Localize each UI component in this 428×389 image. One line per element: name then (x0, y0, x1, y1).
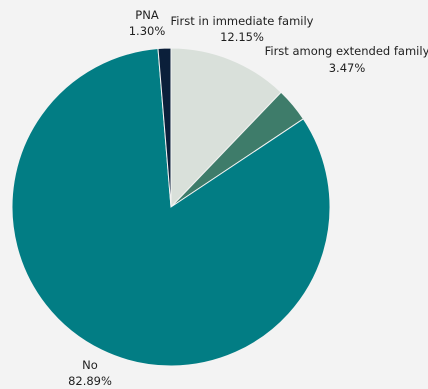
label-immediate-family-value: 12.15% (220, 30, 264, 44)
label-no-name: No (82, 358, 98, 372)
pie-slice-no (11, 47, 331, 367)
pie-slices (11, 47, 331, 367)
pie-slice-first-in-immediate-family (170, 47, 282, 209)
label-immediate-family-name: First in immediate family (171, 14, 314, 28)
label-pna-name: PNA (135, 8, 159, 22)
label-no-value: 82.89% (68, 374, 112, 388)
pie-slice-pna (157, 47, 172, 208)
label-extended-family-value: 3.47% (329, 61, 366, 75)
label-extended-family-name: First among extended family (265, 44, 428, 58)
label-pna-value: 1.30% (129, 24, 166, 38)
